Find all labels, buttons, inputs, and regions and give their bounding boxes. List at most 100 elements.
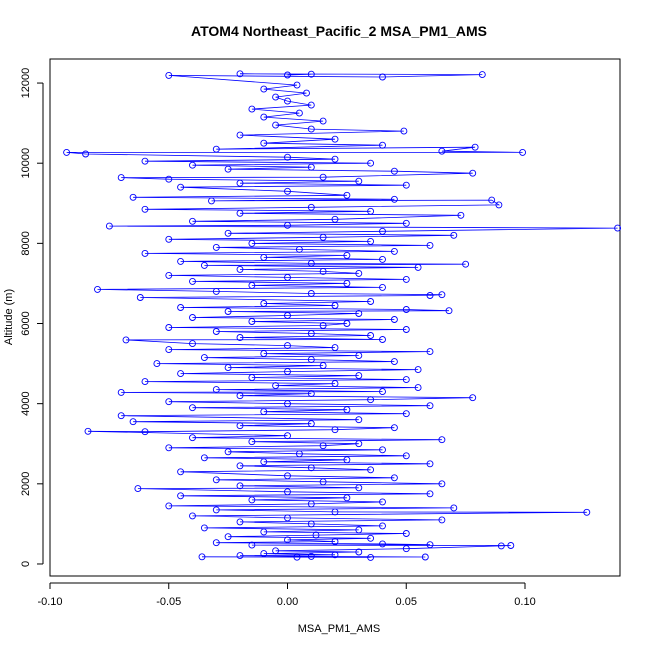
data-point (165, 235, 173, 243)
data-point (367, 466, 375, 474)
data-point (367, 159, 375, 167)
data-point (117, 174, 125, 182)
data-point (331, 155, 339, 163)
data-point (284, 273, 291, 281)
data-point (402, 376, 410, 384)
y-axis-label: Altitude (m) (3, 289, 15, 345)
data-point (303, 89, 310, 97)
data-point (260, 550, 268, 558)
data-point (224, 308, 232, 315)
data-point (284, 432, 291, 440)
data-point (284, 71, 291, 79)
data-point (284, 536, 291, 544)
data-point (426, 292, 434, 299)
data-point (355, 310, 363, 317)
data-point (260, 458, 268, 466)
data-point (307, 390, 315, 398)
data-point (390, 167, 398, 175)
data-point (236, 552, 244, 560)
data-point (307, 70, 315, 78)
data-point (153, 360, 161, 368)
x-axis: -0.10 -0.05 0.00 0.05 0.10 (37, 582, 536, 608)
data-point (478, 71, 486, 79)
data-point (284, 368, 291, 376)
x-tick-label: 0.05 (396, 596, 417, 608)
data-point (177, 183, 185, 191)
data-point (426, 402, 434, 410)
data-point (367, 396, 375, 404)
data-point (343, 279, 351, 287)
data-point (284, 488, 291, 496)
data-point (307, 330, 315, 337)
data-point (260, 113, 268, 121)
data-point (488, 196, 496, 204)
data-point (402, 410, 410, 418)
data-point (248, 438, 256, 446)
data-point (438, 291, 446, 299)
data-point (355, 484, 363, 492)
data-point (307, 520, 315, 528)
data-point (295, 245, 303, 253)
data-point (236, 518, 244, 526)
data-point (331, 302, 339, 309)
data-point (248, 541, 256, 549)
data-point (189, 277, 196, 285)
data-point (450, 231, 458, 239)
data-point (165, 271, 173, 279)
data-point (208, 197, 215, 205)
data-point (307, 356, 315, 364)
data-point (307, 101, 315, 109)
data-point (63, 148, 71, 156)
data-point (248, 281, 256, 289)
data-point (319, 442, 327, 450)
data-point (414, 263, 422, 271)
data-point (438, 147, 446, 155)
y-tick-label: 12000 (20, 68, 32, 99)
data-point (307, 500, 315, 508)
data-point (284, 97, 291, 105)
data-point (212, 145, 220, 153)
data-point (438, 480, 446, 488)
data-point (284, 514, 291, 522)
data-point (390, 247, 398, 255)
data-point (379, 227, 386, 235)
data-point (141, 378, 149, 386)
data-point (379, 388, 386, 396)
data-point (260, 350, 268, 358)
data-point (367, 237, 375, 245)
data-point (414, 366, 422, 374)
data-point (236, 70, 244, 78)
data-point (367, 332, 375, 339)
data-point (260, 253, 268, 261)
data-point (471, 143, 479, 151)
data-point (379, 522, 386, 530)
data-point (497, 542, 505, 550)
data-point (414, 384, 422, 392)
data-point (224, 448, 232, 456)
data-point (402, 326, 410, 333)
data-point (355, 440, 363, 448)
y-tick-label: 8000 (20, 231, 32, 255)
data-point (177, 492, 185, 500)
data-point (402, 275, 410, 283)
data-point (379, 283, 386, 291)
data-point (379, 446, 386, 454)
data-point (331, 380, 339, 388)
data-point (284, 312, 291, 319)
data-point (583, 508, 591, 516)
data-point (293, 553, 301, 561)
data-point (402, 530, 410, 537)
data-point (136, 294, 144, 301)
data-point (390, 358, 398, 366)
data-point (307, 259, 315, 267)
data-point (284, 342, 291, 350)
data-point (284, 400, 291, 408)
data-point (189, 314, 196, 321)
data-point (236, 334, 244, 341)
data-point (450, 504, 458, 512)
data-point (390, 474, 398, 482)
data-point (319, 478, 327, 486)
data-point (165, 398, 173, 406)
